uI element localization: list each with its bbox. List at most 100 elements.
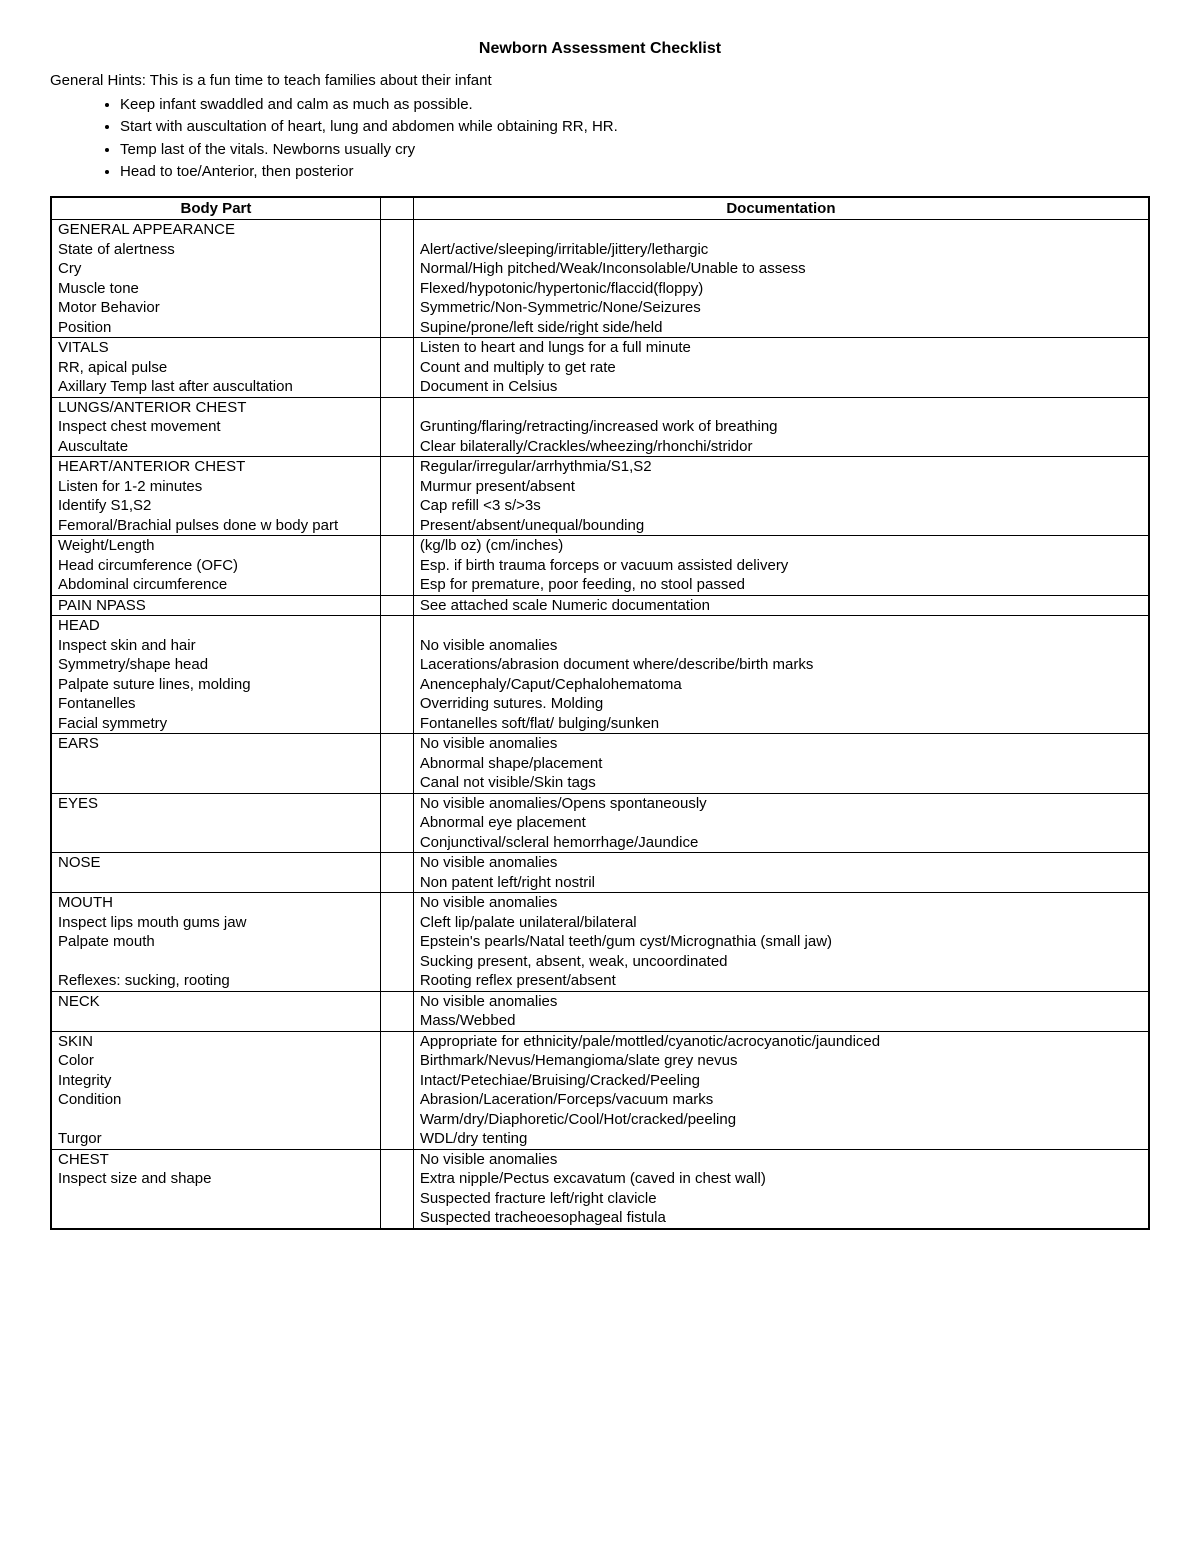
cell-spacer (380, 477, 413, 497)
cell-spacer (380, 1110, 413, 1130)
cell-spacer (380, 417, 413, 437)
cell-spacer (380, 793, 413, 813)
cell-documentation: Symmetric/Non-Symmetric/None/Seizures (413, 298, 1149, 318)
cell-documentation: Normal/High pitched/Weak/Inconsolable/Un… (413, 259, 1149, 279)
cell-body-part: HEART/ANTERIOR CHEST (51, 457, 380, 477)
table-row: IntegrityIntact/Petechiae/Bruising/Crack… (51, 1071, 1149, 1091)
table-row: State of alertnessAlert/active/sleeping/… (51, 240, 1149, 260)
cell-body-part: NOSE (51, 853, 380, 873)
table-row: Head circumference (OFC) Esp. if birth tr… (51, 556, 1149, 576)
table-row: Abdominal circumference Esp for premature… (51, 575, 1149, 595)
cell-spacer (380, 971, 413, 991)
table-row: PAIN NPASSSee attached scale Numeric doc… (51, 595, 1149, 616)
cell-spacer (380, 1090, 413, 1110)
table-row: SKINAppropriate for ethnicity/pale/mottl… (51, 1031, 1149, 1051)
hint-item: Head to toe/Anterior, then posterior (120, 162, 1150, 182)
table-row: Conjunctival/scleral hemorrhage/Jaundice (51, 833, 1149, 853)
table-row: Canal not visible/Skin tags (51, 773, 1149, 793)
table-row: PositionSupine/prone/left side/right sid… (51, 318, 1149, 338)
cell-documentation: Intact/Petechiae/Bruising/Cracked/Peelin… (413, 1071, 1149, 1091)
cell-documentation: Cleft lip/palate unilateral/bilateral (413, 913, 1149, 933)
table-row: Suspected tracheoesophageal fistula (51, 1208, 1149, 1229)
cell-documentation (413, 397, 1149, 417)
cell-body-part: Head circumference (OFC) (51, 556, 380, 576)
cell-documentation: Mass/Webbed (413, 1011, 1149, 1031)
cell-documentation: Appropriate for ethnicity/pale/mottled/c… (413, 1031, 1149, 1051)
cell-body-part: Turgor (51, 1129, 380, 1149)
table-row: Suspected fracture left/right clavicle (51, 1189, 1149, 1209)
cell-spacer (380, 318, 413, 338)
cell-documentation: No visible anomalies (413, 893, 1149, 913)
cell-spacer (380, 853, 413, 873)
cell-body-part: Inspect chest movement (51, 417, 380, 437)
cell-spacer (380, 636, 413, 656)
cell-body-part (51, 1011, 380, 1031)
cell-spacer (380, 556, 413, 576)
table-row: Inspect skin and hairNo visible anomalie… (51, 636, 1149, 656)
cell-body-part: State of alertness (51, 240, 380, 260)
cell-documentation: Present/absent/unequal/bounding (413, 516, 1149, 536)
cell-body-part: Abdominal circumference (51, 575, 380, 595)
table-row: Facial symmetryFontanelles soft/flat/ bu… (51, 714, 1149, 734)
table-row: Reflexes: sucking, rootingRooting reflex… (51, 971, 1149, 991)
table-row: Muscle toneFlexed/hypotonic/hypertonic/f… (51, 279, 1149, 299)
cell-spacer (380, 595, 413, 616)
cell-documentation: Epstein's pearls/Natal teeth/gum cyst/Mi… (413, 932, 1149, 952)
cell-body-part: EARS (51, 734, 380, 754)
table-row: GENERAL APPEARANCE (51, 220, 1149, 240)
table-row: CHESTNo visible anomalies (51, 1149, 1149, 1169)
header-body-part: Body Part (51, 197, 380, 220)
cell-spacer (380, 952, 413, 972)
cell-spacer (380, 1031, 413, 1051)
hint-item: Start with auscultation of heart, lung a… (120, 117, 1150, 137)
cell-documentation: Esp. if birth trauma forceps or vacuum a… (413, 556, 1149, 576)
hints-intro: General Hints: This is a fun time to tea… (50, 72, 1150, 89)
cell-documentation: WDL/dry tenting (413, 1129, 1149, 1149)
table-row: NOSENo visible anomalies (51, 853, 1149, 873)
table-row: ConditionAbrasion/Laceration/Forceps/vac… (51, 1090, 1149, 1110)
cell-documentation: No visible anomalies (413, 1149, 1149, 1169)
cell-body-part: Inspect lips mouth gums jaw (51, 913, 380, 933)
table-row: Symmetry/shape headLacerations/abrasion … (51, 655, 1149, 675)
cell-body-part: Motor Behavior (51, 298, 380, 318)
table-row: Abnormal shape/placement (51, 754, 1149, 774)
cell-spacer (380, 1129, 413, 1149)
cell-documentation: See attached scale Numeric documentation (413, 595, 1149, 616)
cell-documentation: No visible anomalies (413, 991, 1149, 1011)
cell-body-part (51, 1110, 380, 1130)
cell-spacer (380, 616, 413, 636)
table-row: ColorBirthmark/Nevus/Hemangioma/slate gr… (51, 1051, 1149, 1071)
cell-documentation: Esp for premature, poor feeding, no stoo… (413, 575, 1149, 595)
cell-spacer (380, 279, 413, 299)
hint-item: Temp last of the vitals. Newborns usuall… (120, 140, 1150, 160)
cell-documentation: Murmur present/absent (413, 477, 1149, 497)
cell-body-part: GENERAL APPEARANCE (51, 220, 380, 240)
cell-body-part: LUNGS/ANTERIOR CHEST (51, 397, 380, 417)
table-row: Palpate suture lines, moldingAnencephaly… (51, 675, 1149, 695)
table-row: HEAD (51, 616, 1149, 636)
cell-documentation: Warm/dry/Diaphoretic/Cool/Hot/cracked/pe… (413, 1110, 1149, 1130)
table-row: EARS No visible anomalies (51, 734, 1149, 754)
cell-spacer (380, 1011, 413, 1031)
cell-documentation: No visible anomalies (413, 636, 1149, 656)
header-documentation: Documentation (413, 197, 1149, 220)
cell-documentation: Lacerations/abrasion document where/desc… (413, 655, 1149, 675)
cell-body-part: EYES (51, 793, 380, 813)
table-row: EYESNo visible anomalies/Opens spontaneo… (51, 793, 1149, 813)
cell-documentation: No visible anomalies (413, 734, 1149, 754)
cell-body-part: Auscultate (51, 437, 380, 457)
table-row: Non patent left/right nostril (51, 873, 1149, 893)
header-spacer (380, 197, 413, 220)
cell-spacer (380, 298, 413, 318)
cell-spacer (380, 1208, 413, 1229)
cell-documentation: Abnormal eye placement (413, 813, 1149, 833)
cell-body-part: NECK (51, 991, 380, 1011)
cell-spacer (380, 813, 413, 833)
cell-body-part: Palpate suture lines, molding (51, 675, 380, 695)
table-row: HEART/ANTERIOR CHESTRegular/irregular/ar… (51, 457, 1149, 477)
table-row: Inspect lips mouth gums jaw Cleft lip/pal… (51, 913, 1149, 933)
cell-documentation: Extra nipple/Pectus excavatum (caved in … (413, 1169, 1149, 1189)
table-row: LUNGS/ANTERIOR CHEST (51, 397, 1149, 417)
table-row: Palpate mouthEpstein's pearls/Natal teet… (51, 932, 1149, 952)
table-row: Sucking present, absent, weak, uncoordin… (51, 952, 1149, 972)
